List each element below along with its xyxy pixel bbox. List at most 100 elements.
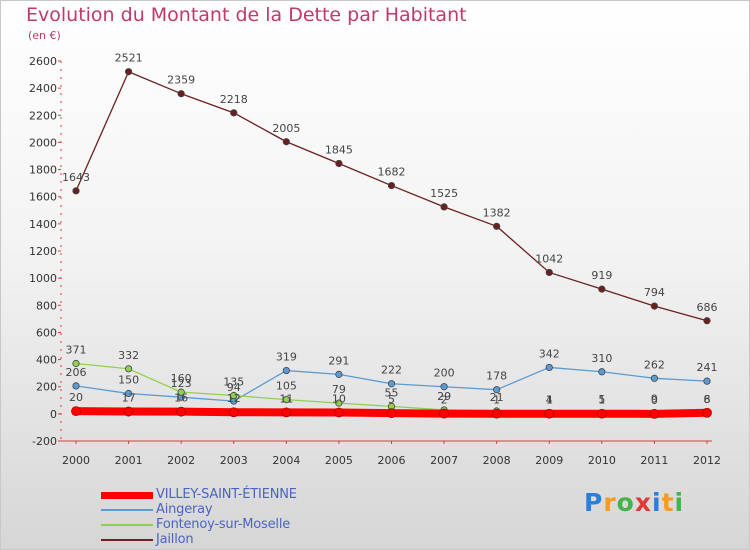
x-tick-label: 2006 (378, 454, 406, 467)
logo-letter: i (652, 488, 662, 517)
data-point (335, 399, 343, 407)
data-label: 319 (276, 351, 297, 364)
logo-letter: o (616, 488, 635, 517)
data-point (282, 396, 290, 404)
y-tick-label: 2000 (29, 136, 57, 149)
data-point (598, 368, 606, 376)
data-point (491, 408, 502, 419)
data-label: 5 (388, 393, 395, 406)
y-tick-label: -200 (32, 435, 57, 448)
data-label: 29 (437, 390, 451, 403)
data-label: 241 (697, 361, 718, 374)
data-point (650, 302, 659, 310)
data-point (650, 374, 659, 382)
data-label: 160 (171, 372, 192, 385)
proxiti-logo: Proxiti (584, 488, 684, 517)
data-label: 20 (69, 391, 83, 404)
data-point (230, 391, 238, 400)
data-label: 6 (704, 393, 711, 406)
data-label: 1042 (535, 252, 563, 265)
chart-unit-label: (en €) (28, 29, 61, 42)
legend-swatch (101, 509, 153, 511)
data-point (493, 222, 501, 230)
x-tick-label: 2003 (220, 454, 248, 467)
data-label: 1643 (62, 171, 90, 184)
data-point (386, 408, 397, 419)
data-point (176, 406, 187, 417)
data-label: 1845 (325, 143, 353, 156)
legend-swatch (101, 524, 153, 526)
data-label: 200 (434, 367, 455, 380)
data-point (335, 370, 343, 378)
data-label: 9 (651, 393, 658, 406)
y-tick-label: 400 (36, 354, 57, 367)
data-point (335, 159, 343, 168)
data-point (72, 359, 80, 368)
data-point (387, 380, 396, 388)
data-label: 1 (493, 394, 500, 407)
data-point (703, 317, 711, 325)
y-tick-label: 800 (36, 299, 57, 312)
data-point (282, 138, 290, 146)
data-label: 794 (644, 286, 665, 299)
x-tick-label: 2010 (588, 454, 616, 467)
x-tick-label: 2009 (535, 454, 563, 467)
data-label: 10 (332, 393, 346, 406)
data-label: 11 (279, 392, 293, 405)
data-labels-layer: 1643252123592218200518451682152513821042… (62, 52, 718, 407)
chart-title: Evolution du Montant de la Dette par Hab… (26, 4, 467, 26)
x-tick-label: 2005 (325, 454, 353, 467)
data-label: 135 (223, 376, 244, 389)
data-label: 55 (385, 386, 399, 399)
axes: -200020040060080010001200140016001800200… (29, 55, 721, 467)
data-point (282, 366, 290, 375)
series-layer (71, 68, 712, 419)
y-tick-label: 1200 (29, 245, 57, 258)
data-point (124, 389, 133, 398)
data-label: 2218 (220, 93, 248, 106)
data-label: 105 (276, 380, 297, 393)
data-point (544, 408, 555, 419)
data-label: 1 (598, 394, 605, 407)
logo-letter: t (661, 488, 675, 517)
data-label: 2521 (115, 52, 143, 65)
data-label: 310 (591, 352, 612, 365)
legend-swatch (101, 491, 153, 499)
x-tick-label: 2011 (640, 454, 668, 467)
data-point (71, 406, 81, 417)
data-label: 0 (651, 394, 658, 407)
y-tick-label: 1000 (29, 272, 57, 285)
data-point (281, 407, 292, 418)
data-label: 1382 (483, 206, 511, 219)
y-tick-label: 1400 (29, 218, 57, 231)
x-tick-label: 2012 (693, 454, 721, 467)
y-tick-label: 200 (36, 381, 57, 394)
data-point (72, 382, 80, 390)
data-label: 222 (381, 364, 402, 377)
x-tick-label: 2007 (430, 454, 458, 467)
data-label: 17 (122, 392, 136, 405)
data-label: 1 (546, 394, 553, 407)
data-label: 5 (598, 393, 605, 406)
x-tick-label: 2002 (167, 454, 195, 467)
data-label: 79 (332, 383, 346, 396)
data-point (493, 386, 501, 394)
data-point (228, 407, 239, 418)
logo-letter: i (674, 488, 685, 517)
y-tick-label: 1800 (29, 164, 57, 177)
data-label: 291 (328, 354, 349, 367)
logo-letter: x (634, 488, 652, 517)
data-label: 150 (118, 374, 139, 387)
data-point (703, 377, 711, 385)
data-point (598, 285, 606, 293)
y-tick-label: 600 (36, 326, 57, 339)
x-tick-label: 2000 (62, 454, 90, 467)
data-point (439, 408, 449, 419)
series-line (75, 71, 708, 322)
legend-label: VILLEY-SAINT-ÉTIENNE (156, 487, 297, 502)
data-point (72, 187, 80, 195)
data-point (123, 406, 134, 417)
data-point (440, 383, 448, 391)
